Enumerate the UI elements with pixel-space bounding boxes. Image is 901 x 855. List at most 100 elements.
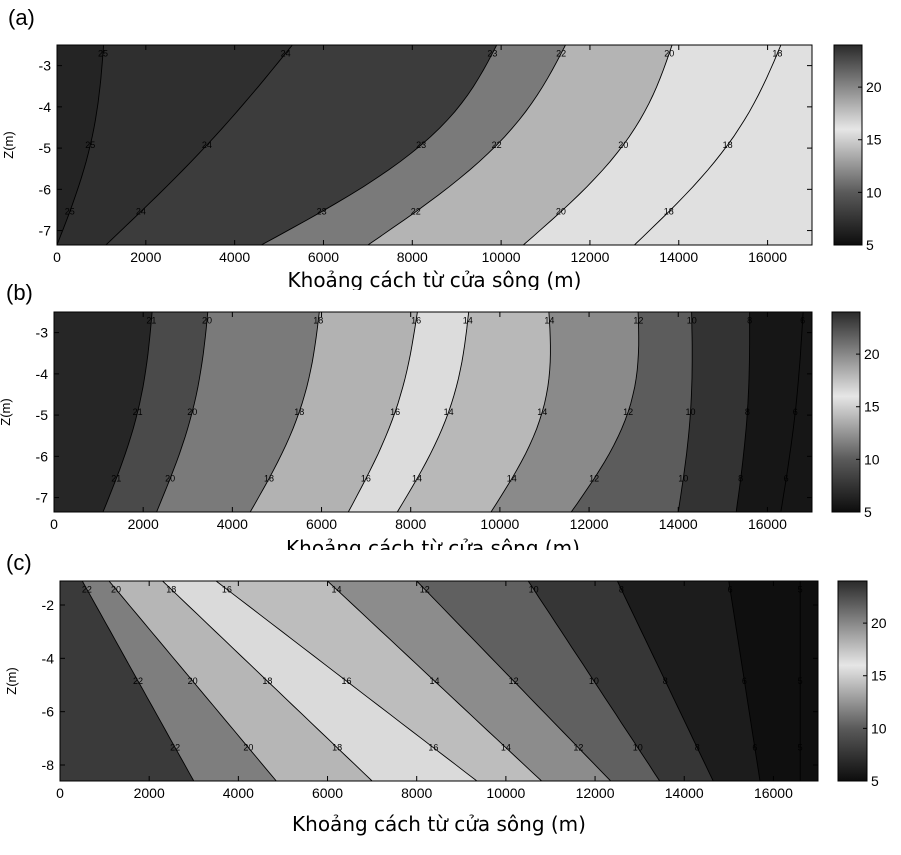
colorbar-tick-label: 10 (866, 184, 882, 200)
x-tick-label: 16000 (748, 249, 787, 265)
y-tick-label: -5 (36, 407, 49, 423)
x-tick-label: 4000 (217, 516, 248, 532)
contour-label: 22 (556, 48, 566, 58)
contour-label: 21 (111, 474, 121, 484)
contour-label: 23 (487, 48, 497, 58)
contour-label: 10 (529, 584, 539, 594)
x-tick-label: 14000 (659, 249, 698, 265)
contour-label: 25 (65, 207, 75, 217)
x-tick-label: 6000 (306, 516, 337, 532)
contour-label: 10 (685, 407, 695, 417)
contour-line (367, 45, 566, 245)
contour-label: 20 (618, 140, 628, 150)
contour-label: 16 (428, 743, 438, 753)
contour-line (490, 312, 551, 512)
colorbar-tick-label: 15 (871, 668, 887, 684)
colorbar-tick-label: 15 (864, 399, 880, 415)
contour-line (105, 45, 293, 245)
contour-label: 18 (294, 407, 304, 417)
contour-label: 20 (202, 315, 212, 325)
x-tick-label: 2000 (134, 785, 165, 801)
contour-label: 8 (747, 315, 752, 325)
x-tick-label: 8000 (401, 785, 432, 801)
y-tick-label: -2 (42, 597, 55, 613)
contour-label: 10 (678, 474, 688, 484)
contour-label: 22 (170, 743, 180, 753)
contour-label: 20 (188, 676, 198, 686)
contour-label: 6 (784, 474, 789, 484)
contour-line (634, 45, 782, 245)
contour-label: 12 (633, 315, 643, 325)
contour-label: 6 (752, 743, 757, 753)
x-tick-label: 16000 (748, 516, 787, 532)
contour-label: 25 (98, 48, 108, 58)
contour-label: 20 (243, 743, 253, 753)
y-tick-label: -3 (39, 58, 52, 74)
plot-area: 22 22 22 20 20 20 18 18 18 16 16 16 14 14 14 12 12 12 10 10… (60, 581, 818, 781)
colorbar-tick-label: 20 (864, 346, 880, 362)
contour-line (735, 312, 751, 512)
contour-label: 14 (412, 474, 422, 484)
contour-label: 18 (264, 474, 274, 484)
contour-line (102, 312, 153, 512)
x-tick-label: 14000 (665, 785, 704, 801)
contour-label: 10 (589, 676, 599, 686)
colorbar (837, 580, 868, 782)
panel-label: (a) (8, 5, 35, 30)
contour-label: 23 (317, 207, 327, 217)
contour-label: 12 (573, 743, 583, 753)
panel-b-chart: 21 21 21 20 20 20 18 18 18 16 16 16 14 14 14 14 14 14 12 12… (0, 280, 880, 550)
contour-label: 14 (463, 315, 473, 325)
contour-label: 14 (430, 676, 440, 686)
contour-label: 6 (728, 584, 733, 594)
colorbar-tick-label: 10 (864, 451, 880, 467)
y-tick-label: -6 (39, 181, 52, 197)
contour-label: 8 (695, 743, 700, 753)
y-tick-label: -7 (36, 490, 49, 506)
colorbar-tick-label: 5 (864, 504, 872, 520)
x-tick-label: 14000 (659, 516, 698, 532)
x-tick-label: 0 (53, 249, 61, 265)
colorbar (831, 311, 861, 513)
contour-label: 18 (166, 584, 176, 594)
x-tick-label: 2000 (128, 516, 159, 532)
contour-label: 18 (723, 140, 733, 150)
contour-label: 18 (262, 676, 272, 686)
y-tick-label: -4 (36, 366, 49, 382)
colorbar-tick-label: 5 (871, 773, 879, 789)
y-axis-label: Z(m) (0, 398, 13, 425)
contour-label: 8 (738, 474, 743, 484)
contour-label: 12 (589, 474, 599, 484)
contour-line (156, 312, 209, 512)
contour-label: 24 (136, 207, 146, 217)
contour-line (261, 45, 498, 245)
y-tick-label: -5 (39, 140, 52, 156)
contour-line (215, 581, 478, 781)
band-region (780, 312, 812, 512)
contour-label: 12 (509, 676, 519, 686)
x-tick-label: 8000 (397, 249, 428, 265)
contour-label: 16 (341, 676, 351, 686)
contour-label: 8 (745, 407, 750, 417)
contour-label: 18 (313, 315, 323, 325)
band-region (634, 45, 812, 245)
y-tick-label: -3 (36, 325, 49, 341)
contour-line (81, 581, 195, 781)
contour-label: 6 (793, 407, 798, 417)
x-tick-label: 2000 (130, 249, 161, 265)
contour-label: 20 (556, 207, 566, 217)
contour-label: 6 (800, 315, 805, 325)
contour-label: 22 (82, 584, 92, 594)
contour-line (57, 45, 105, 245)
contour-label: 20 (664, 48, 674, 58)
contour-line (396, 312, 470, 512)
contour-label: 24 (281, 48, 291, 58)
colorbar (833, 44, 863, 246)
y-axis-label: Z(m) (1, 131, 16, 158)
x-tick-label: 12000 (576, 785, 615, 801)
y-axis-label: Z(m) (4, 667, 19, 694)
contour-label: 20 (111, 584, 121, 594)
contour-line (162, 581, 373, 781)
contour-label: 25 (85, 140, 95, 150)
contour-line (327, 581, 542, 781)
